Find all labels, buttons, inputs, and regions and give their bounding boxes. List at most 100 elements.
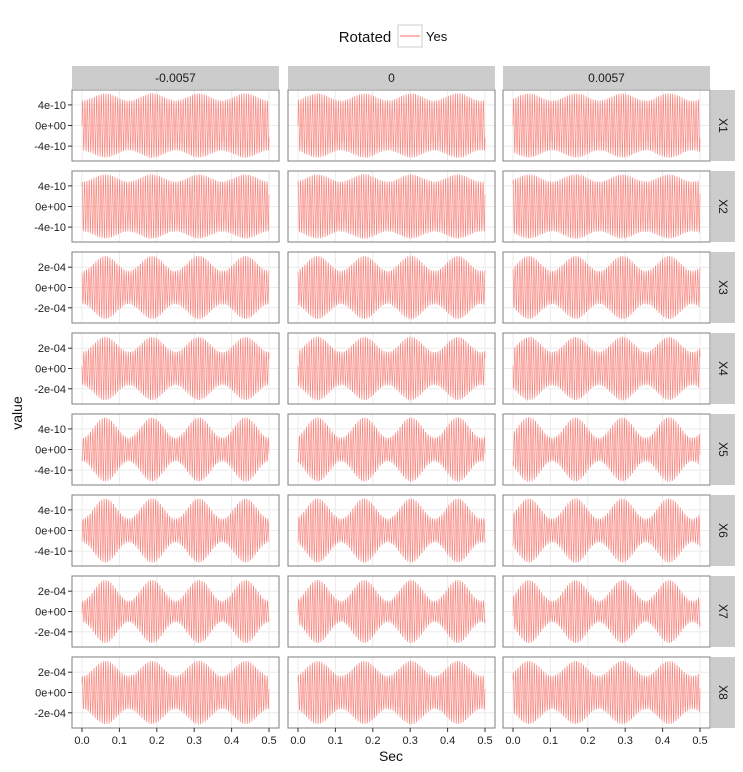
row-strip <box>711 90 735 161</box>
y-tick-label: 0e+00 <box>35 364 66 376</box>
row-strip <box>711 252 735 323</box>
series-line-yes <box>297 498 486 563</box>
panel-border <box>502 332 711 405</box>
y-tick-label: 0e+00 <box>35 202 66 214</box>
row-strip <box>711 657 735 728</box>
panel <box>502 494 711 567</box>
column-strip-label: -0.0057 <box>155 71 196 85</box>
panel-border <box>287 575 496 648</box>
panel <box>502 89 711 162</box>
series-line-yes <box>512 174 701 239</box>
row-strip-label: X1 <box>716 118 730 133</box>
y-tick-label: 2e-04 <box>38 586 66 598</box>
panel-border <box>502 413 711 486</box>
x-tick-label: 0.0 <box>74 735 89 747</box>
series-line-yes <box>297 92 486 159</box>
x-tick-label: 0.3 <box>618 735 633 747</box>
x-tick-label: 0.2 <box>365 735 380 747</box>
y-tick-label: 4e-10 <box>38 505 66 517</box>
series-line-yes <box>297 417 486 483</box>
panel <box>287 494 496 567</box>
x-tick-label: 0.2 <box>149 735 164 747</box>
panels <box>71 89 711 729</box>
series-line-yes <box>297 335 486 402</box>
y-tick-label: -4e-10 <box>34 222 66 234</box>
x-tick-label: 0.2 <box>580 735 595 747</box>
panel <box>71 494 280 567</box>
series-line-yes <box>81 417 270 482</box>
row-strip <box>711 576 735 647</box>
panel <box>502 575 711 648</box>
x-tick-label: 0.1 <box>112 735 127 747</box>
series-line-yes <box>512 416 701 483</box>
series-line-yes <box>297 579 486 643</box>
series-line-yes <box>512 497 701 564</box>
y-tick-label: -2e-04 <box>34 627 66 639</box>
row-strip-label: X3 <box>716 280 730 295</box>
x-tick-label: 0.5 <box>477 735 492 747</box>
y-tick-label: -4e-10 <box>34 546 66 558</box>
y-tick-label: 0e+00 <box>35 283 66 295</box>
x-tick-label: 0.0 <box>290 735 305 747</box>
y-tick-label: -4e-10 <box>34 141 66 153</box>
column-strip-label: 0.0057 <box>588 71 625 85</box>
y-tick-label: -4e-10 <box>34 465 66 477</box>
y-tick-label: 0e+00 <box>35 607 66 619</box>
x-tick-label: 0.3 <box>403 735 418 747</box>
panel-border <box>287 332 496 405</box>
y-tick-label: 4e-10 <box>38 181 66 193</box>
row-strip-label: X2 <box>716 199 730 214</box>
row-strip <box>711 333 735 404</box>
y-tick-label: 4e-10 <box>38 424 66 436</box>
panel-border <box>502 170 711 243</box>
panel <box>71 251 280 324</box>
panel <box>502 413 711 486</box>
x-tick-label: 0.4 <box>655 735 670 747</box>
legend-title: Rotated <box>339 29 392 46</box>
panel-border <box>502 575 711 648</box>
legend-entry-yes: Yes <box>426 29 448 44</box>
panel-border <box>287 89 496 162</box>
x-tick-label: 0.3 <box>187 735 202 747</box>
panel-border <box>287 494 496 567</box>
y-tick-label: -2e-04 <box>34 708 66 720</box>
x-tick-label: 0.5 <box>692 735 707 747</box>
column-strips: -0.0057 0 0.0057 <box>72 66 710 89</box>
y-axis-ticks: 4e-10 0e+00 -4e-10 4e-10 0e+00 -4e-10 2e-04 0e+… <box>34 100 72 720</box>
y-axis-title: value <box>9 396 25 430</box>
row-strip <box>711 495 735 566</box>
x-tick-label: 0.4 <box>440 735 455 747</box>
series-line-yes <box>81 580 270 643</box>
series-line-yes <box>512 336 701 402</box>
panel-border <box>502 656 711 729</box>
panel-border <box>502 251 711 324</box>
panel <box>71 332 280 405</box>
row-strips: X1 X2 X3 X4 X5 X6 X7 X8 <box>711 90 735 728</box>
x-tick-label: 0.1 <box>543 735 558 747</box>
column-strip <box>288 66 495 89</box>
y-tick-label: 0e+00 <box>35 688 66 700</box>
x-tick-label: 0.5 <box>261 735 276 747</box>
column-strip-label: 0 <box>388 71 395 85</box>
panel <box>287 251 496 324</box>
panel-border <box>502 89 711 162</box>
y-tick-label: 0e+00 <box>35 526 66 538</box>
row-strip <box>711 414 735 485</box>
series-line-yes <box>512 660 701 725</box>
series-line-yes <box>512 93 701 158</box>
panel <box>71 575 280 648</box>
panel <box>287 656 496 729</box>
panel <box>502 170 711 243</box>
series-line-yes <box>297 660 486 725</box>
panel <box>71 413 280 486</box>
series-line-yes <box>81 255 270 320</box>
column-strip <box>503 66 710 89</box>
series-line-yes <box>512 580 701 644</box>
panel <box>502 251 711 324</box>
panel-border <box>287 656 496 729</box>
panel <box>287 170 496 243</box>
panel-border <box>502 494 711 567</box>
series-line-yes <box>81 660 270 725</box>
series-line-yes <box>297 173 486 240</box>
panel-border <box>287 170 496 243</box>
